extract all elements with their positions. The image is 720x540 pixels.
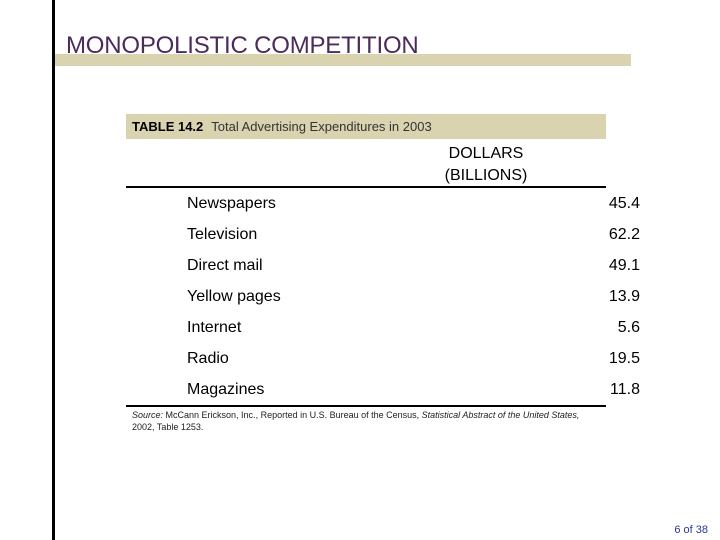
row-value: 62.2 bbox=[608, 226, 640, 243]
table-row: Radio 19.5 bbox=[126, 344, 640, 375]
slide-title: MONOPOLISTIC COMPETITION bbox=[66, 32, 419, 59]
table-row: Newspapers 45.4 bbox=[126, 189, 640, 220]
row-label: Magazines bbox=[187, 381, 265, 398]
row-value: 11.8 bbox=[610, 381, 640, 398]
row-label: Yellow pages bbox=[187, 288, 281, 305]
row-value: 19.5 bbox=[608, 350, 640, 367]
header-rule bbox=[126, 186, 606, 188]
row-value: 13.9 bbox=[608, 288, 640, 305]
table-header: TABLE 14.2 Total Advertising Expenditure… bbox=[126, 114, 606, 139]
column-header: DOLLARS (BILLIONS) bbox=[426, 143, 546, 187]
table-row: Magazines 11.8 bbox=[126, 375, 640, 406]
table-caption: Total Advertising Expenditures in 2003 bbox=[211, 119, 432, 134]
source-italic: Statistical Abstract of the United State… bbox=[419, 410, 580, 420]
row-value: 5.6 bbox=[617, 319, 640, 336]
source-prefix: Source: bbox=[132, 410, 164, 420]
table-body: Newspapers 45.4 Television 62.2 Direct m… bbox=[126, 189, 640, 406]
row-label: Radio bbox=[187, 350, 229, 367]
column-header-line2: (BILLIONS) bbox=[444, 167, 528, 184]
table-number: TABLE 14.2 bbox=[132, 119, 204, 134]
table-row: Yellow pages 13.9 bbox=[126, 282, 640, 313]
row-label: Newspapers bbox=[187, 195, 276, 212]
column-header-line1: DOLLARS bbox=[448, 145, 524, 162]
source-note: Source: McCann Erickson, Inc., Reported … bbox=[132, 409, 602, 433]
row-label: Television bbox=[187, 226, 258, 243]
row-value: 45.4 bbox=[608, 195, 640, 212]
left-rule bbox=[52, 0, 55, 540]
page-number: 6 of 38 bbox=[674, 524, 708, 536]
table-row: Television 62.2 bbox=[126, 220, 640, 251]
table-row: Direct mail 49.1 bbox=[126, 251, 640, 282]
row-label: Direct mail bbox=[187, 257, 263, 274]
footer-rule bbox=[126, 405, 606, 407]
source-text: McCann Erickson, Inc., Reported in U.S. … bbox=[163, 410, 420, 420]
row-value: 49.1 bbox=[608, 257, 640, 274]
title-underline-bar bbox=[55, 54, 631, 66]
table-row: Internet 5.6 bbox=[126, 313, 640, 344]
row-label: Internet bbox=[187, 319, 242, 336]
source-suffix: 2002, Table 1253. bbox=[132, 422, 204, 432]
